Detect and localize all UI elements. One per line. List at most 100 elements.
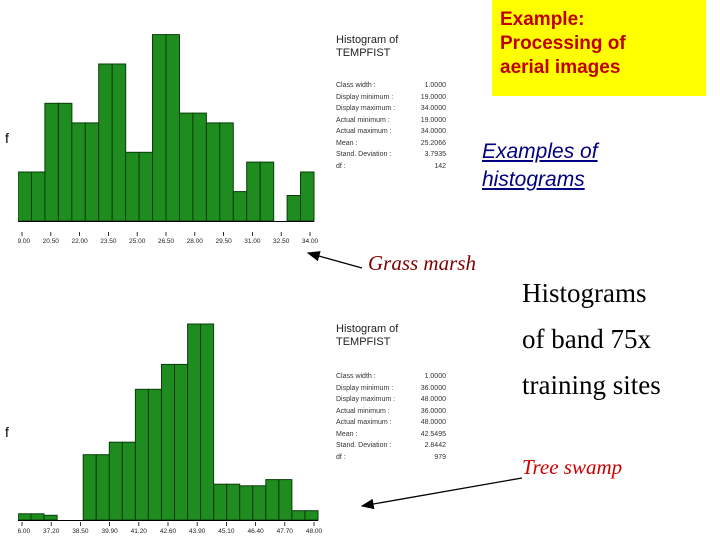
hist1-bar xyxy=(18,171,32,222)
hist2-bar xyxy=(200,323,215,521)
hist2-bar xyxy=(121,441,136,521)
hist1-stat-value: 34.0000 xyxy=(420,128,446,135)
hist1-tick-label: 20.50 xyxy=(43,238,60,245)
hist2-bar xyxy=(95,454,110,521)
hist2-bar xyxy=(18,513,32,521)
hist2-tick-label: 43.90 xyxy=(189,528,206,535)
hist1-bar xyxy=(246,161,261,222)
hist2-f-label: f xyxy=(5,424,9,440)
hist1-stat-label: Display maximum : xyxy=(336,105,396,112)
hist1-stat-label: Display minimum : xyxy=(336,93,394,101)
tree-swamp-label: Tree swamp xyxy=(522,455,623,479)
hist1-tick-label: 23.50 xyxy=(100,238,117,245)
hist1-header-line-1: Histogram of xyxy=(336,34,399,46)
hist2-tick-label: 47.70 xyxy=(277,528,294,535)
hist2-bar xyxy=(161,363,175,521)
hist1-tick-label: 25.00 xyxy=(129,238,146,245)
hist1-stat-value: 34.0000 xyxy=(420,105,446,112)
hist2-bar xyxy=(239,485,254,521)
hist2-header-line-1: Histogram of xyxy=(336,323,399,335)
hist1-stat-value: 142 xyxy=(434,162,446,170)
hist1-bar xyxy=(98,63,113,222)
hist2-stat-value: 48.0000 xyxy=(420,396,446,403)
hist1-bar xyxy=(111,63,127,222)
hist1-bar xyxy=(286,195,302,222)
hist2-bar xyxy=(252,485,267,521)
hist2-stat-label: Display maximum : xyxy=(336,396,396,403)
hist1-tick-label: 19.00 xyxy=(18,238,31,245)
hist2-stat-value: 36.0000 xyxy=(420,384,446,392)
hist1-bar xyxy=(300,171,315,222)
hist2-bar xyxy=(82,454,97,521)
hist2-bar xyxy=(108,441,123,521)
hist1-stat-value: 19.0000 xyxy=(420,93,446,101)
hist1-bar xyxy=(71,122,86,222)
hist1-stat-label: df : xyxy=(336,162,346,170)
hist1-bar xyxy=(232,191,248,222)
hist1-stat-label: Actual minimum : xyxy=(336,116,390,124)
hist2-tick-label: 45.10 xyxy=(218,528,235,535)
hist2-bar xyxy=(174,363,188,521)
hist2-stat-label: Mean : xyxy=(336,430,358,438)
hist1-tick-label: 28.00 xyxy=(187,238,204,245)
histogram-tree-swamp: 36.00 37.20 38.50 39.90 41.20 42.60 43.90 45.10… xyxy=(18,323,323,535)
hist2-bar xyxy=(30,513,45,521)
hist1-header-line-2: TEMPFIST xyxy=(336,47,391,59)
examples-heading: Examples of histograms xyxy=(482,138,598,194)
hist1-header: Histogram of TEMPFIST xyxy=(336,34,398,60)
hist1-stat-value: 3.7935 xyxy=(424,151,446,158)
histogram-grass-marsh: 19.00 20.50 22.00 23.50 25.00 26.50 28.00 29.50… xyxy=(18,34,318,245)
hist2-bar xyxy=(43,514,58,521)
tree-swamp-arrow xyxy=(360,477,523,510)
hist2-bar xyxy=(226,483,241,521)
title-line-1: Example: xyxy=(500,9,585,30)
hist1-bar xyxy=(138,151,154,222)
hist2-tick-label: 46.40 xyxy=(247,528,264,535)
hist1-stat-value: 25.2066 xyxy=(420,139,446,147)
hist2-stat-value: 48.0000 xyxy=(420,419,446,426)
hist2-bar xyxy=(134,388,149,521)
hist1-bar xyxy=(219,122,234,222)
main-line-2: of band 75x xyxy=(522,324,651,354)
title-line-2: Processing of xyxy=(500,33,626,54)
hist1-bar xyxy=(152,34,167,222)
hist1-bar xyxy=(165,34,180,222)
hist2-tick-label: 42.60 xyxy=(160,528,177,535)
main-line-3: training sites xyxy=(522,370,661,400)
hist1-tick-label: 26.50 xyxy=(158,238,175,245)
hist1-bar xyxy=(179,112,194,222)
hist2-stat-label: Actual minimum : xyxy=(336,407,390,415)
hist1-stat-label: Actual maximum : xyxy=(336,128,392,135)
hist2-stat-label: Display minimum : xyxy=(336,384,394,392)
hist2-tick-label: 48.00 xyxy=(306,528,323,535)
hist1-bar xyxy=(84,122,100,222)
hist1-tick-label: 22.00 xyxy=(71,238,88,245)
hist2-bar xyxy=(304,510,319,521)
hist1-bar xyxy=(192,112,207,222)
hist1-bar xyxy=(125,151,140,222)
hist1-tick-label: 29.50 xyxy=(215,238,232,245)
hist2-tick-label: 36.00 xyxy=(18,528,31,535)
hist2-tick-label: 39.90 xyxy=(101,528,118,535)
hist1-bar xyxy=(57,102,73,222)
grass-marsh-label: Grass marsh xyxy=(368,251,476,275)
hist1-stat-label: Class width : xyxy=(336,82,376,89)
main-caption: Histograms of band 75x training sites xyxy=(522,270,661,408)
hist1-bar xyxy=(44,102,59,222)
hist2-bar xyxy=(265,479,280,521)
hist2-bar xyxy=(187,323,202,521)
hist1-stat-value: 19.0000 xyxy=(420,116,446,124)
hist1-f-label: f xyxy=(5,130,9,146)
hist1-tick-label: 31.00 xyxy=(244,238,261,245)
hist2-tick-label: 38.50 xyxy=(72,528,89,535)
hist1-bar xyxy=(31,171,46,222)
hist2-stat-value: 42.5495 xyxy=(420,430,446,438)
hist2-tick-label: 41.20 xyxy=(131,528,148,535)
hist2-bar xyxy=(291,510,306,521)
hist2-header: Histogram of TEMPFIST xyxy=(336,323,398,349)
hist2-stat-label: Class width : xyxy=(336,373,376,380)
hist1-stat-value: 1.0000 xyxy=(424,82,446,89)
grass-marsh-arrow xyxy=(306,251,363,269)
hist2-header-line-2: TEMPFIST xyxy=(336,336,391,348)
